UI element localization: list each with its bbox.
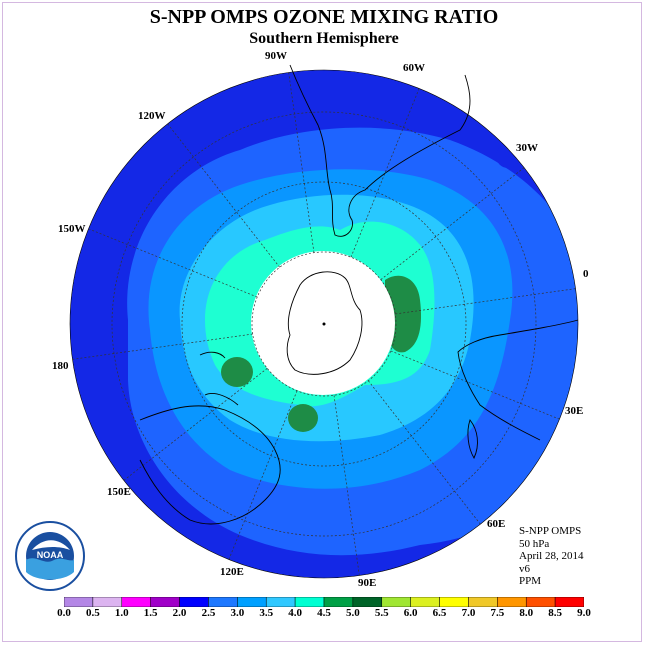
south-pole-marker [322,322,326,326]
noaa-logo: NOAA [15,521,85,591]
noaa-logo-text: NOAA [37,550,64,560]
colorbar-cell [323,597,354,607]
lon-label-60e: 60E [487,518,506,530]
contour-band-4-0-west [221,357,253,387]
colorbar-tick-label: 6.5 [432,607,447,619]
colorbar-tick-label: 9.0 [577,607,591,619]
colorbar-cell [439,597,469,607]
colorbar-cell [410,597,440,607]
colorbar-cell [497,597,527,607]
colorbar-cell [64,597,94,607]
colorbar-tick-label: 7.5 [490,607,505,619]
lon-label-150w: 150W [58,223,86,235]
colorbar-tick-label: 5.0 [346,607,360,619]
colorbar-cell [208,597,238,607]
australia-coast [139,405,281,525]
colorbar-tick-label: 2.5 [201,607,216,619]
colorbar-cell [525,597,556,607]
colorbar-tick-label: 0.5 [86,607,100,619]
lon-label-90w: 90W [265,50,287,62]
info-instrument: S-NPP OMPS [519,525,582,537]
lon-label-0: 0 [583,268,589,280]
colorbar-tick-label: 1.5 [143,607,158,619]
madagascar-coast [467,419,478,459]
africa-coast [457,319,579,441]
map-subtitle: Southern Hemisphere [249,30,399,47]
lon-label-120e: 120E [220,566,244,578]
lon-label-30e: 30E [565,405,584,417]
info-level: 50 hPa [519,537,550,550]
lon-label-60w: 60W [403,62,425,74]
lon-label-180: 180 [52,360,69,372]
colorbar-cell [92,597,123,607]
contour-band-4-0-south [288,404,318,432]
info-block: S-NPP OMPS 50 hPa April 28, 2014 v6 PPM [519,525,583,588]
colorbar-cell [381,597,411,607]
colorbar [64,597,584,607]
info-date: April 28, 2014 [519,550,584,562]
colorbar-cell [352,597,383,607]
colorbar-cell [554,597,584,607]
colorbar-cell [468,597,498,607]
latitude-circles [111,111,537,537]
ozone-field [70,70,578,578]
colorbar-tick-label: 0.0 [57,607,71,619]
coastlines [139,64,579,525]
colorbar-cell [121,597,151,607]
info-version: v6 [519,562,530,575]
colorbar-tick-label: 2.0 [172,607,187,619]
colorbar-tick-label: 6.0 [403,607,418,619]
colorbar-tick-label: 5.5 [374,607,389,619]
colorbar-tick-label: 4.0 [288,607,302,619]
lon-label-30w: 30W [516,142,538,154]
new-zealand-coast [199,351,239,406]
colorbar-cell [150,597,180,607]
colorbar-cell [265,597,296,607]
lon-label-120w: 120W [138,110,166,122]
map-boundary [69,69,579,579]
info-units: PPM [519,575,542,587]
lon-label-90e: 90E [358,577,377,589]
colorbar-tick-label: 8.0 [519,607,534,619]
colorbar-cell [179,597,209,607]
colorbar-tick-label: 3.5 [259,607,274,619]
south-america-coast [289,64,471,237]
antarctica-coast [286,271,363,375]
colorbar-tick-label: 4.5 [317,607,331,619]
lon-label-150e: 150E [107,486,131,498]
colorbar-cell [237,597,267,607]
colorbar-tick-label: 3.0 [230,607,245,619]
colorbar-tick-label: 8.5 [548,607,562,619]
colorbar-tick-label: 1.0 [114,607,129,619]
colorbar-cell [294,597,325,607]
plot-frame [2,2,642,642]
map-title: S-NPP OMPS OZONE MIXING RATIO [149,6,499,28]
colorbar-tick-label: 7.0 [461,607,476,619]
